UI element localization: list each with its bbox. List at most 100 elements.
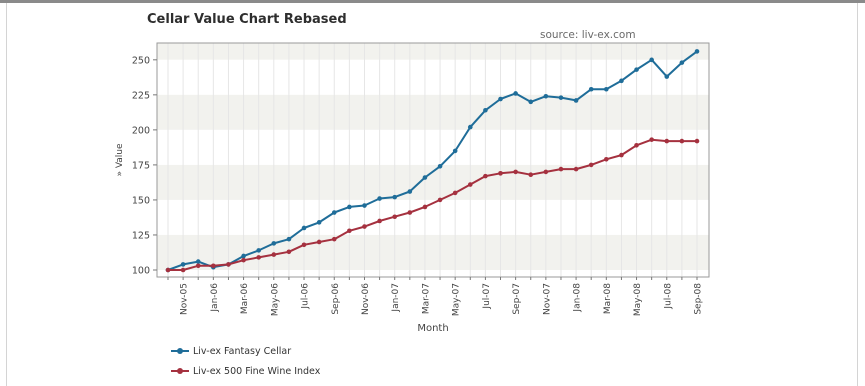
data-point-fine-wine-index: [513, 169, 518, 175]
data-point-fine-wine-index: [392, 214, 398, 220]
data-point-fantasy-cellar: [588, 86, 594, 92]
data-point-fantasy-cellar: [331, 210, 337, 215]
data-point-fine-wine-index: [528, 172, 534, 178]
data-point-fantasy-cellar: [286, 236, 292, 242]
y-axis: 100 125 150 175 200 225 250: [132, 55, 157, 276]
data-point-fantasy-cellar: [437, 164, 443, 169]
y-tick-label: 150: [132, 195, 150, 206]
y-tick-label: 225: [132, 90, 150, 101]
data-point-fine-wine-index: [498, 171, 503, 176]
series-line-fantasy-cellar: [167, 50, 698, 271]
x-tick-label: Mar-07: [421, 283, 431, 314]
vertical-gridlines: [167, 43, 698, 277]
legend-item-fine-wine-index: Liv-ex 500 Fine Wine Index: [171, 361, 320, 381]
data-point-fantasy-cellar: [301, 225, 307, 231]
x-tick-label: Nov-05: [180, 283, 190, 315]
frame-right-border: [857, 3, 858, 386]
plot-band: [157, 129, 709, 165]
data-point-fantasy-cellar: [316, 220, 322, 225]
plot-band: [157, 43, 709, 60]
data-point-fine-wine-index: [316, 239, 322, 245]
legend-swatch-fantasy-cellar: [171, 348, 189, 354]
frame-left-border: [6, 3, 7, 386]
data-point-fine-wine-index: [195, 263, 201, 269]
data-point-fantasy-cellar: [241, 253, 246, 259]
data-point-fantasy-cellar: [634, 67, 639, 72]
data-point-fine-wine-index: [543, 169, 549, 175]
data-point-fine-wine-index: [483, 173, 488, 179]
x-tick-label: Sep-08: [694, 283, 704, 315]
data-point-fine-wine-index: [271, 252, 277, 257]
legend-item-fantasy-cellar: Liv-ex Fantasy Cellar: [171, 341, 320, 361]
data-point-fantasy-cellar: [392, 194, 398, 200]
x-axis: Nov-05 Jan-06 Mar-06 May-06 Jul-06 Sep-06 Nov-…: [167, 277, 704, 316]
data-point-fine-wine-index: [180, 267, 186, 273]
data-point-fine-wine-index: [634, 142, 639, 148]
data-point-fantasy-cellar: [498, 96, 503, 102]
data-point-fine-wine-index: [664, 138, 670, 144]
data-point-fine-wine-index: [679, 138, 685, 144]
series-line-fine-wine-index: [168, 138, 697, 271]
data-point-fine-wine-index: [467, 182, 473, 187]
window-top-border: [0, 0, 865, 3]
y-tick-label: 250: [132, 55, 150, 66]
y-tick-label: 200: [132, 125, 150, 136]
data-point-fine-wine-index: [437, 197, 443, 203]
data-point-fine-wine-index: [452, 190, 458, 196]
plot-band: [157, 234, 709, 270]
data-point-fine-wine-index: [256, 255, 261, 260]
x-tick-label: Jul-08: [663, 283, 673, 310]
data-point-fantasy-cellar: [407, 189, 413, 194]
data-point-fantasy-cellar: [604, 86, 609, 92]
data-point-fine-wine-index: [347, 228, 352, 234]
x-tick-label: May-06: [270, 283, 280, 316]
x-tick-label: Nov-07: [542, 283, 552, 315]
legend-label-fantasy-cellar: Liv-ex Fantasy Cellar: [193, 345, 292, 357]
data-point-fine-wine-index: [649, 137, 654, 142]
plot-band: [157, 59, 709, 95]
data-point-fantasy-cellar: [679, 60, 685, 65]
data-point-fantasy-cellar: [694, 49, 700, 54]
plot-band: [157, 269, 709, 277]
data-point-fantasy-cellar: [256, 248, 261, 253]
data-point-fantasy-cellar: [619, 78, 624, 84]
x-tick-label: May-07: [452, 283, 462, 316]
data-point-fantasy-cellar: [573, 98, 579, 103]
y-axis-label: » Value: [115, 143, 125, 177]
x-tick-label: Mar-06: [240, 283, 250, 314]
data-point-fantasy-cellar: [558, 95, 564, 100]
data-point-fantasy-cellar: [543, 93, 549, 99]
data-point-fine-wine-index: [226, 262, 231, 267]
x-axis-label: Month: [417, 323, 448, 334]
x-tick-label: Jan-08: [573, 283, 583, 313]
plot-bands: [157, 43, 709, 277]
data-point-fantasy-cellar: [377, 196, 382, 201]
y-tick-label: 100: [132, 265, 150, 276]
data-point-fine-wine-index: [604, 156, 609, 162]
x-tick-label: Jul-07: [482, 283, 492, 310]
data-point-fantasy-cellar: [271, 241, 277, 246]
data-point-fine-wine-index: [362, 224, 367, 229]
data-point-fantasy-cellar: [422, 175, 428, 180]
x-tick-label: Jan-06: [210, 283, 220, 313]
x-tick-label: Sep-06: [331, 283, 341, 315]
y-tick-label: 125: [132, 230, 150, 241]
data-point-fantasy-cellar: [195, 259, 201, 264]
data-point-fantasy-cellar: [513, 91, 518, 96]
plot-band: [157, 164, 709, 200]
data-point-fantasy-cellar: [649, 57, 654, 63]
chart-title: Cellar Value Chart Rebased: [147, 12, 347, 27]
data-point-fine-wine-index: [286, 249, 292, 255]
plot-band: [157, 94, 709, 130]
data-point-fine-wine-index: [407, 210, 413, 215]
x-tick-label: Mar-08: [603, 283, 613, 314]
data-point-fantasy-cellar: [483, 107, 488, 113]
data-point-fine-wine-index: [619, 152, 624, 158]
data-point-fantasy-cellar: [467, 124, 473, 130]
plot-area-frame: [156, 42, 710, 278]
series-lines: [165, 49, 700, 273]
plot-band: [157, 199, 709, 235]
x-tick-label: May-08: [633, 283, 643, 316]
source-label: source: liv-ex.com: [540, 29, 636, 41]
x-tick-label: Jul-06: [301, 283, 311, 310]
